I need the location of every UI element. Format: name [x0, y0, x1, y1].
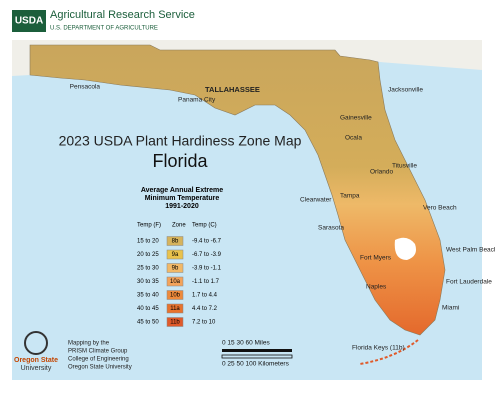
city-label: Sarasota	[318, 225, 344, 232]
legend-zone: 11a	[170, 306, 180, 312]
legend-column: Zone	[172, 223, 186, 229]
legend-title: Minimum Temperature	[145, 195, 220, 202]
osu-name: University	[21, 365, 52, 372]
scale-bar	[222, 349, 292, 352]
osu-logo	[24, 331, 48, 355]
city-label: Naples	[366, 284, 387, 291]
legend-temp-c: 1.7 to 4.4	[192, 293, 218, 299]
credit-line: Oregon State University	[68, 365, 132, 371]
legend-temp-c: -6.7 to -3.9	[192, 252, 222, 258]
city-label: Miami	[442, 305, 459, 312]
credit-line: PRISM Climate Group	[68, 349, 128, 355]
legend-title: Average Annual Extreme	[141, 187, 223, 194]
legend-temp-f: 15 to 20	[137, 239, 159, 245]
florida	[29, 44, 446, 336]
legend-temp-c: -1.1 to 1.7	[192, 279, 220, 285]
legend-temp-c: -9.4 to -6.7	[192, 239, 222, 245]
lake-okeechobee	[394, 237, 416, 260]
department: U.S. DEPARTMENT OF AGRICULTURE	[50, 26, 158, 32]
credit-line: College of Engineering	[68, 357, 129, 363]
legend-column: Temp (F)	[137, 223, 161, 229]
legend-temp-c: -3.9 to -1.1	[192, 266, 222, 272]
legend-zone: 11b	[170, 320, 180, 326]
logo-text: USDA	[15, 16, 43, 27]
header-bar	[0, 0, 495, 40]
legend-swatch	[166, 249, 184, 260]
legend-temp-f: 45 to 50	[137, 320, 159, 326]
legend-temp-f: 30 to 35	[137, 279, 159, 285]
city-label: Clearwater	[300, 197, 332, 204]
legend-temp-c: 4.4 to 7.2	[192, 306, 218, 312]
legend-swatch	[166, 303, 184, 314]
legend-swatch	[166, 236, 184, 246]
city-label: TALLAHASSEE	[205, 85, 260, 94]
legend-temp-f: 40 to 45	[137, 306, 159, 312]
city-label: Fort Lauderdale	[446, 279, 492, 286]
scale-bar	[221, 354, 293, 359]
usda-logo	[12, 10, 46, 32]
city-label: Fort Myers	[360, 255, 392, 262]
legend-zone: 10a	[170, 279, 181, 285]
credit-line: Mapping by the	[68, 341, 110, 347]
city-label: Orlando	[370, 169, 394, 176]
city-label: Panama City	[178, 97, 216, 104]
agency: Agricultural Research Service	[50, 9, 195, 21]
city-label: Florida Keys (11b)	[352, 345, 405, 352]
legend-zone: 8b	[172, 239, 179, 245]
legend-temp-c: 7.2 to 10	[192, 320, 216, 326]
city-label: Vero Beach	[423, 205, 457, 212]
osu-name: Oregon State	[14, 357, 58, 364]
city-label: Jacksonville	[388, 87, 423, 94]
legend-temp-f: 25 to 30	[137, 266, 159, 272]
legend-swatch	[166, 317, 184, 327]
map-title: 2023 USDA Plant Hardiness Zone Map	[59, 133, 302, 149]
city-label: Gainesville	[340, 115, 372, 122]
legend-title: 1991-2020	[165, 203, 199, 210]
city-label: West Palm Beach	[446, 247, 495, 254]
city-labels: Pensacola Panama City TALLAHASSEE Jacksonvi…	[70, 84, 495, 352]
legend-column: Temp (C)	[192, 223, 217, 229]
legend-swatch	[166, 263, 184, 273]
city-label: Ocala	[345, 135, 362, 142]
legend-temp-f: 20 to 25	[137, 252, 159, 258]
legend-zone: 10b	[170, 293, 181, 299]
scale-kilometers: 0 25 50 100 Kilometers	[222, 361, 290, 368]
legend-temp-f: 35 to 40	[137, 293, 159, 299]
city-label: Pensacola	[70, 84, 101, 91]
city-label: Titusville	[392, 163, 417, 170]
state-name: Florida	[152, 151, 208, 171]
city-label: Tampa	[340, 193, 360, 200]
legend-zone: 9a	[172, 252, 179, 258]
legend-swatch	[166, 290, 184, 300]
legend-swatch	[166, 276, 184, 287]
florida-keys	[359, 339, 419, 365]
legend-zone: 9b	[172, 266, 179, 272]
neighboring-states	[12, 40, 482, 76]
credits: Mapping by the PRISM Climate Group College…	[68, 341, 132, 371]
scale-miles: 0 15 30 60 Miles	[222, 340, 270, 347]
